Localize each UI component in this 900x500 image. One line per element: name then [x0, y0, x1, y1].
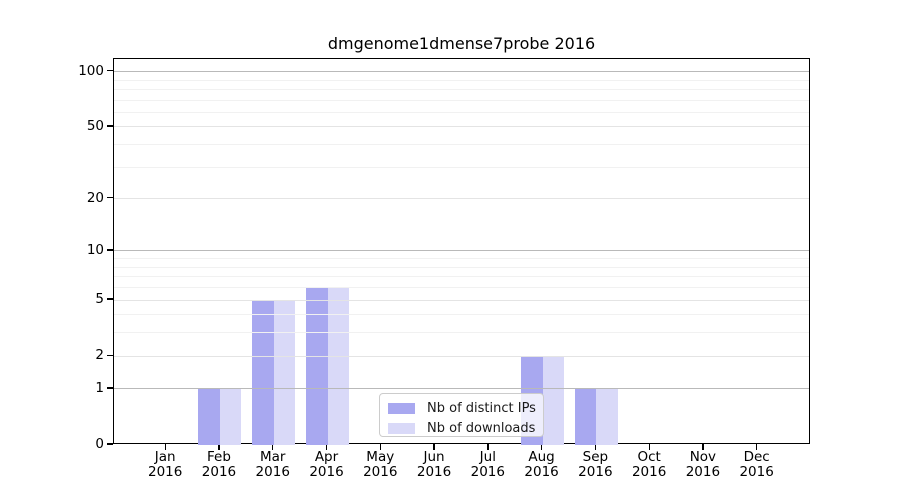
gridline-y-60: [114, 111, 809, 113]
y-tick-20: [107, 197, 113, 199]
gridline-y-70: [114, 99, 809, 101]
x-tick-label-dec: Dec 2016: [739, 449, 774, 480]
gridline-y-10: [114, 250, 809, 252]
y-tick-2: [107, 354, 113, 356]
gridline-y-1: [114, 388, 809, 390]
x-tick-jul: [487, 444, 489, 450]
gridline-y-40: [114, 144, 809, 146]
x-tick-label-may: May 2016: [363, 449, 398, 480]
y-tick-label-2: 2: [95, 347, 104, 364]
x-tick-jun: [433, 444, 435, 450]
x-tick-oct: [648, 444, 650, 450]
y-tick-10: [107, 249, 113, 251]
x-tick-dec: [756, 444, 758, 450]
x-tick-label-mar: Mar 2016: [255, 449, 290, 480]
x-tick-feb: [218, 444, 220, 450]
x-tick-label-jan: Jan 2016: [148, 449, 183, 480]
bar-downloads-aug: [542, 356, 565, 445]
bar-downloads-mar: [273, 300, 296, 445]
x-tick-label-sep: Sep 2016: [578, 449, 613, 480]
gridline-y-30: [114, 166, 809, 168]
gridline-y-9: [114, 258, 809, 260]
bar-distinct-ips-feb: [198, 388, 220, 445]
legend-swatch-downloads: [388, 422, 415, 434]
y-tick-label-100: 100: [78, 62, 104, 79]
x-tick-sep: [594, 444, 597, 450]
bar-distinct-ips-apr: [306, 287, 328, 445]
legend: Nb of distinct IPs Nb of downloads: [379, 393, 544, 437]
y-tick-label-5: 5: [95, 291, 104, 308]
x-tick-label-nov: Nov 2016: [685, 449, 721, 480]
gridline-y-20: [114, 198, 809, 200]
y-tick-label-20: 20: [86, 189, 104, 206]
bar-downloads-feb: [219, 388, 242, 445]
legend-item-downloads: Nb of downloads: [388, 418, 535, 438]
chart-title: dmgenome1dmense7probe 2016: [327, 34, 596, 53]
x-tick-label-feb: Feb 2016: [201, 449, 237, 480]
legend-item-distinct-ips: Nb of distinct IPs: [388, 398, 536, 418]
y-tick-1: [107, 387, 113, 389]
gridline-y-7: [114, 276, 809, 278]
gridline-y-90: [114, 79, 809, 81]
x-tick-label-apr: Apr 2016: [309, 449, 344, 480]
x-tick-aug: [540, 444, 543, 450]
bar-downloads-apr: [327, 287, 349, 445]
x-tick-label-oct: Oct 2016: [631, 449, 667, 480]
legend-label-downloads: Nb of downloads: [427, 420, 536, 436]
bar-downloads-sep: [596, 388, 618, 445]
gridline-y-8: [114, 266, 809, 268]
gridline-y-3: [114, 332, 809, 334]
y-tick-label-1: 1: [95, 379, 104, 396]
y-tick-50: [107, 125, 113, 127]
x-tick-label-jun: Jun 2016: [416, 449, 452, 480]
y-tick-label-10: 10: [86, 241, 104, 258]
x-tick-jan: [164, 444, 166, 450]
gridline-y-6: [114, 287, 809, 289]
y-tick-0: [107, 443, 113, 445]
y-tick-100: [107, 69, 113, 72]
bar-distinct-ips-mar: [252, 300, 274, 445]
y-tick-5: [107, 298, 113, 300]
plot-area: Nb of distinct IPs Nb of downloads: [113, 58, 810, 445]
x-tick-label-aug: Aug 2016: [524, 449, 559, 480]
x-tick-label-jul: Jul 2016: [470, 449, 505, 480]
gridline-y-4: [114, 314, 809, 316]
y-tick-label-50: 50: [86, 117, 104, 134]
legend-swatch-distinct-ips: [388, 402, 415, 414]
y-tick-label-0: 0: [95, 436, 104, 452]
x-tick-apr: [325, 444, 328, 450]
x-tick-mar: [272, 444, 274, 450]
gridline-y-50: [114, 126, 809, 128]
legend-label-distinct-ips: Nb of distinct IPs: [427, 400, 536, 416]
gridline-y-2: [114, 355, 809, 357]
gridline-y-80: [114, 88, 809, 90]
x-tick-nov: [702, 444, 704, 450]
gridline-y-100: [114, 71, 809, 73]
x-tick-may: [379, 444, 381, 450]
gridline-y-5: [114, 299, 809, 301]
bar-distinct-ips-sep: [574, 388, 597, 445]
